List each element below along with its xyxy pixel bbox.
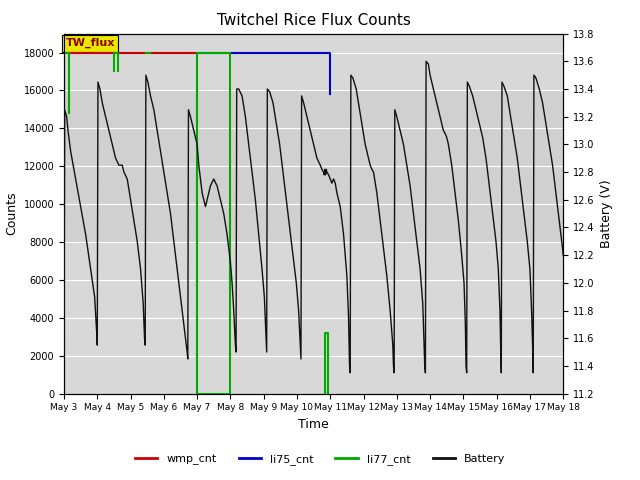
X-axis label: Time: Time — [298, 418, 329, 431]
Title: Twitchel Rice Flux Counts: Twitchel Rice Flux Counts — [217, 13, 410, 28]
Bar — [64, 90, 563, 242]
Text: TW_flux: TW_flux — [66, 38, 115, 48]
Y-axis label: Battery (V): Battery (V) — [600, 180, 613, 248]
Legend: wmp_cnt, li75_cnt, li77_cnt, Battery: wmp_cnt, li75_cnt, li77_cnt, Battery — [131, 450, 509, 469]
Y-axis label: Counts: Counts — [5, 192, 18, 235]
